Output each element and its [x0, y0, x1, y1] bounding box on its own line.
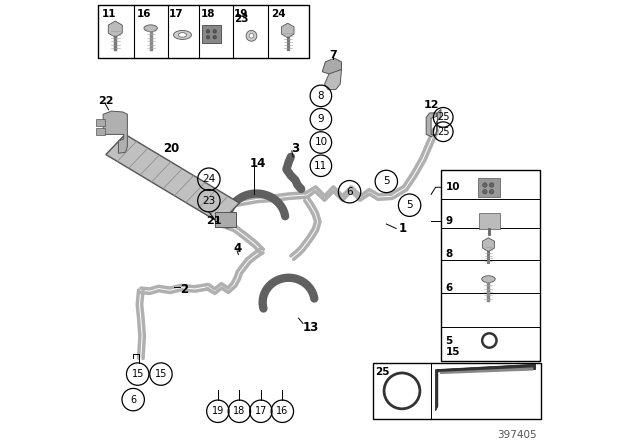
- FancyBboxPatch shape: [202, 25, 221, 43]
- FancyBboxPatch shape: [479, 213, 500, 229]
- Text: 17: 17: [169, 9, 184, 18]
- FancyBboxPatch shape: [96, 119, 105, 126]
- Polygon shape: [483, 238, 494, 251]
- Text: 12: 12: [423, 100, 439, 110]
- FancyBboxPatch shape: [215, 212, 236, 227]
- FancyBboxPatch shape: [441, 170, 540, 361]
- Circle shape: [206, 30, 210, 33]
- Text: 23: 23: [202, 196, 216, 206]
- Text: 10: 10: [445, 182, 460, 192]
- Text: 24: 24: [271, 9, 285, 18]
- Text: 6: 6: [445, 283, 452, 293]
- Polygon shape: [106, 134, 239, 223]
- Text: 2: 2: [180, 283, 188, 296]
- Circle shape: [213, 35, 216, 39]
- Text: 21: 21: [206, 216, 221, 226]
- Circle shape: [490, 190, 494, 194]
- FancyBboxPatch shape: [99, 5, 309, 58]
- Text: 8: 8: [445, 250, 452, 259]
- FancyBboxPatch shape: [478, 178, 500, 197]
- Polygon shape: [108, 21, 122, 37]
- Text: 19: 19: [234, 9, 248, 18]
- Text: 11: 11: [314, 161, 328, 171]
- Text: 7: 7: [330, 50, 337, 60]
- Text: 397405: 397405: [498, 431, 538, 440]
- Text: 25: 25: [376, 367, 390, 377]
- Text: 15: 15: [155, 369, 167, 379]
- Circle shape: [206, 35, 210, 39]
- Text: 17: 17: [255, 406, 267, 416]
- Ellipse shape: [482, 276, 495, 283]
- Text: 25: 25: [437, 112, 449, 122]
- Circle shape: [483, 190, 487, 194]
- Text: 14: 14: [249, 157, 266, 170]
- Polygon shape: [426, 109, 441, 137]
- Circle shape: [213, 30, 216, 33]
- Polygon shape: [440, 367, 533, 374]
- Text: 16: 16: [137, 9, 152, 18]
- Ellipse shape: [144, 25, 157, 31]
- Text: 6: 6: [130, 395, 136, 405]
- FancyBboxPatch shape: [373, 363, 541, 419]
- Polygon shape: [323, 58, 342, 74]
- Text: 23: 23: [234, 14, 248, 24]
- Text: 20: 20: [163, 142, 179, 155]
- Text: 1: 1: [398, 222, 406, 235]
- FancyBboxPatch shape: [96, 128, 105, 135]
- Ellipse shape: [179, 33, 186, 37]
- Text: 16: 16: [276, 406, 289, 416]
- Circle shape: [483, 183, 487, 187]
- Text: 22: 22: [99, 96, 114, 106]
- Text: 18: 18: [202, 9, 216, 18]
- Text: 5
15: 5 15: [445, 336, 460, 357]
- Text: 15: 15: [131, 369, 144, 379]
- Polygon shape: [103, 111, 127, 153]
- Polygon shape: [324, 69, 342, 90]
- Text: 9: 9: [445, 216, 452, 226]
- Text: 5: 5: [383, 177, 390, 186]
- Text: 10: 10: [314, 138, 328, 147]
- Text: 8: 8: [317, 91, 324, 101]
- Polygon shape: [282, 23, 294, 38]
- Ellipse shape: [173, 30, 191, 39]
- Text: 19: 19: [212, 406, 224, 416]
- Text: 25: 25: [437, 127, 449, 137]
- Text: 11: 11: [102, 9, 116, 18]
- Text: 13: 13: [303, 320, 319, 334]
- Text: 6: 6: [346, 187, 353, 197]
- Polygon shape: [436, 364, 536, 411]
- Ellipse shape: [249, 34, 253, 38]
- Text: 5: 5: [406, 200, 413, 210]
- Text: 3: 3: [291, 142, 299, 155]
- Ellipse shape: [246, 30, 257, 41]
- Circle shape: [490, 183, 494, 187]
- Text: 9: 9: [317, 114, 324, 124]
- Text: 4: 4: [233, 242, 241, 255]
- Text: 24: 24: [202, 174, 216, 184]
- Text: 18: 18: [233, 406, 246, 416]
